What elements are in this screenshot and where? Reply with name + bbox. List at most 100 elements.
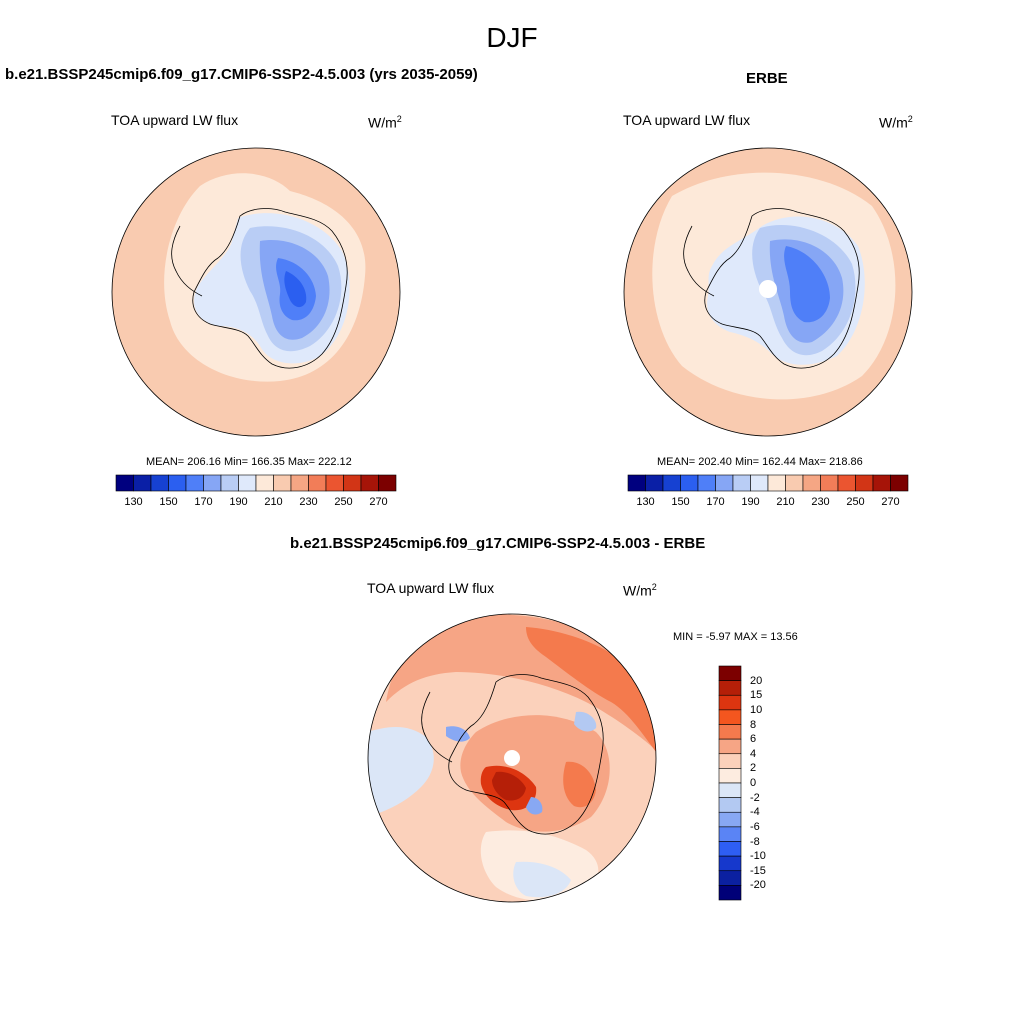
- colorbar-tick-label: -6: [750, 820, 760, 833]
- colorbar-swatch: [718, 665, 742, 681]
- colorbar-tick-label: 210: [264, 496, 283, 508]
- colorbar-swatch: [680, 474, 699, 492]
- panel-3-variable: TOA upward LW flux: [367, 580, 495, 596]
- colorbar-tick-label: -15: [750, 864, 766, 877]
- panel-1-map: [111, 147, 401, 437]
- colorbar-swatch: [645, 474, 664, 492]
- colorbar-swatch: [115, 474, 134, 492]
- colorbar-swatch: [718, 680, 742, 696]
- colorbar-tick-label: 230: [811, 496, 830, 508]
- colorbar-tick-label: -20: [750, 879, 766, 892]
- panel-3-title: b.e21.BSSP245cmip6.f09_g17.CMIP6-SSP2-4.…: [290, 535, 706, 552]
- colorbar-swatch: [360, 474, 379, 492]
- colorbar-swatch: [718, 826, 742, 842]
- colorbar-swatch: [718, 885, 742, 901]
- colorbar-tick-label: 230: [299, 496, 318, 508]
- colorbar-swatch: [150, 474, 169, 492]
- panel-3-colorbar-ticks: 20 15 10 8 6 4 2 0 -2 -4 -6 -8 -10 -15 -20: [750, 666, 790, 900]
- panel-3-stats: MIN = -5.97 MAX = 13.56: [673, 631, 798, 643]
- colorbar-swatch: [203, 474, 222, 492]
- colorbar-swatch: [290, 474, 309, 492]
- colorbar-tick-label: 130: [124, 496, 143, 508]
- colorbar-tick-label: 150: [671, 496, 690, 508]
- panel-2-stats: MEAN= 202.40 Min= 162.44 Max= 218.86: [657, 456, 863, 468]
- colorbar-tick-label: 250: [846, 496, 865, 508]
- colorbar-swatch: [872, 474, 891, 492]
- panel-1-colorbar: [115, 474, 397, 492]
- colorbar-tick-label: -8: [750, 835, 760, 848]
- panel-1-title: b.e21.BSSP245cmip6.f09_g17.CMIP6-SSP2-4.…: [5, 66, 478, 83]
- colorbar-tick-label: 210: [776, 496, 795, 508]
- panel-2-title: ERBE: [746, 70, 788, 87]
- colorbar-swatch: [238, 474, 257, 492]
- colorbar-tick-label: 0: [750, 777, 757, 789]
- colorbar-tick-label: 150: [159, 496, 178, 508]
- colorbar-swatch: [325, 474, 344, 492]
- panel-3-map: [367, 613, 657, 903]
- colorbar-tick-label: 270: [369, 496, 388, 508]
- colorbar-swatch: [378, 474, 397, 492]
- colorbar-swatch: [220, 474, 239, 492]
- panel-1-colorbar-ticks: 130 150 170 190 210 230 250 270: [116, 496, 396, 510]
- colorbar-swatch: [718, 855, 742, 872]
- colorbar-swatch: [697, 474, 716, 492]
- colorbar-swatch: [718, 709, 742, 725]
- colorbar-tick-label: 10: [750, 703, 763, 716]
- colorbar-tick-label: 20: [750, 674, 763, 687]
- colorbar-swatch: [718, 782, 742, 798]
- panel-1-units: W/m2: [368, 114, 402, 131]
- colorbar-tick-label: -2: [750, 791, 760, 804]
- colorbar-tick-label: 4: [750, 747, 757, 760]
- colorbar-swatch: [718, 694, 742, 711]
- colorbar-swatch: [627, 474, 646, 492]
- colorbar-swatch: [308, 474, 327, 492]
- colorbar-swatch: [715, 474, 734, 492]
- panel-2-units: W/m2: [879, 114, 913, 131]
- colorbar-swatch: [133, 474, 152, 492]
- panel-1-variable: TOA upward LW flux: [111, 112, 239, 128]
- colorbar-tick-label: 170: [194, 496, 213, 508]
- colorbar-swatch: [662, 474, 681, 492]
- colorbar-swatch: [343, 474, 362, 492]
- panel-3-units: W/m2: [623, 582, 657, 599]
- colorbar-swatch: [718, 768, 742, 784]
- panel-2-colorbar-ticks: 130 150 170 190 210 230 250 270: [628, 496, 908, 510]
- colorbar-swatch: [890, 474, 909, 492]
- colorbar-tick-label: 170: [706, 496, 725, 508]
- colorbar-swatch: [718, 797, 742, 813]
- panel-2-variable: TOA upward LW flux: [623, 112, 751, 128]
- colorbar-tick-label: 8: [750, 718, 757, 731]
- colorbar-tick-label: 190: [229, 496, 248, 508]
- colorbar-swatch: [767, 474, 786, 492]
- panel-1-stats: MEAN= 206.16 Min= 166.35 Max= 222.12: [146, 456, 352, 468]
- colorbar-swatch: [718, 753, 742, 769]
- colorbar-swatch: [718, 738, 742, 755]
- colorbar-swatch: [718, 870, 742, 886]
- colorbar-swatch: [718, 724, 742, 740]
- colorbar-tick-label: -4: [750, 806, 760, 819]
- colorbar-swatch: [718, 841, 742, 857]
- colorbar-swatch: [750, 474, 769, 492]
- panel-2-colorbar: [627, 474, 909, 492]
- colorbar-swatch: [255, 474, 274, 492]
- panel-2-map: [623, 147, 913, 437]
- colorbar-tick-label: 2: [750, 762, 757, 775]
- colorbar-tick-label: 130: [636, 496, 655, 508]
- panel-3-colorbar: [718, 665, 742, 901]
- colorbar-swatch: [185, 474, 204, 492]
- colorbar-tick-label: 270: [881, 496, 900, 508]
- colorbar-swatch: [785, 474, 804, 492]
- colorbar-swatch: [168, 474, 187, 492]
- colorbar-tick-label: 250: [334, 496, 353, 508]
- colorbar-swatch: [718, 811, 742, 828]
- colorbar-swatch: [855, 474, 874, 492]
- colorbar-swatch: [837, 474, 856, 492]
- colorbar-swatch: [732, 474, 751, 492]
- colorbar-tick-label: -10: [750, 850, 766, 863]
- season-title: DJF: [486, 22, 538, 53]
- colorbar-swatch: [273, 474, 292, 492]
- colorbar-swatch: [820, 474, 839, 492]
- colorbar-swatch: [802, 474, 821, 492]
- colorbar-tick-label: 6: [750, 733, 757, 746]
- colorbar-tick-label: 15: [750, 689, 763, 702]
